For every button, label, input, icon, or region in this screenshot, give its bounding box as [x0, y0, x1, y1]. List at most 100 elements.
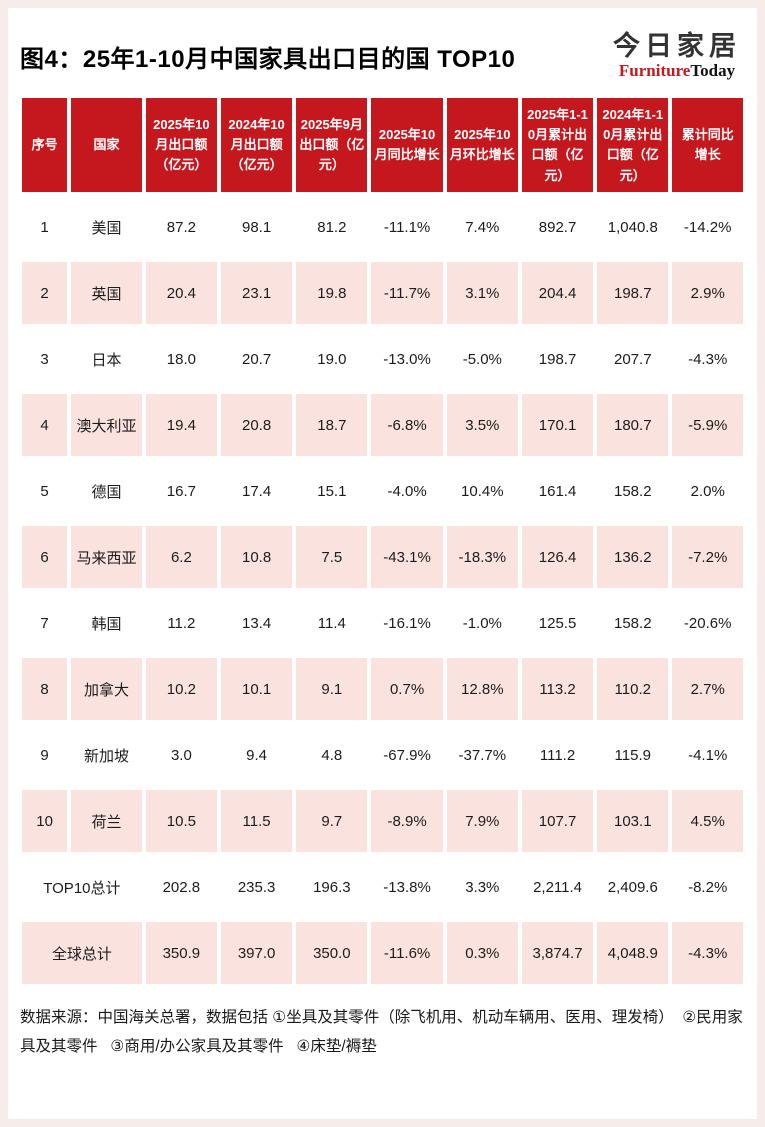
rank-cell: 5 [22, 460, 68, 523]
rank-cell: 8 [22, 658, 68, 721]
rank-cell: 7 [22, 592, 68, 655]
value-cell: 115.9 [597, 724, 669, 787]
value-cell: 2.9% [672, 262, 743, 325]
value-cell: 20.4 [145, 262, 217, 325]
value-cell: 198.7 [597, 262, 669, 325]
value-cell: -4.3% [672, 922, 743, 985]
total-row: 全球总计 350.9 397.0 350.0 -11.6% 0.3% 3,874.7 4,04… [22, 922, 743, 985]
country-cell: 加拿大 [71, 658, 142, 721]
logo-furniture-text: Furniture [618, 60, 691, 80]
value-cell: 11.5 [220, 790, 293, 853]
table-row: 7 韩国 11.2 13.4 11.4 -16.1% -1.0% 125.5 158.2 -20.… [22, 592, 743, 655]
rank-cell: 4 [22, 394, 68, 457]
value-cell: 9.4 [220, 724, 293, 787]
value-cell: 204.4 [521, 262, 594, 325]
value-cell: 19.0 [296, 328, 368, 391]
country-cell: 马来西亚 [71, 526, 142, 589]
value-cell: 15.1 [296, 460, 368, 523]
table-row: 2 英国 20.4 23.1 19.8 -11.7% 3.1% 204.4 198.7 2.9% [22, 262, 743, 325]
country-cell: 日本 [71, 328, 142, 391]
header-cell-5: 2025年10月同比增长 [371, 98, 443, 193]
value-cell: 4,048.9 [597, 922, 669, 985]
value-cell: 125.5 [521, 592, 594, 655]
table-body: 1 美国 87.2 98.1 81.2 -11.1% 7.4% 892.7 1,040.8 -14… [22, 196, 743, 985]
value-cell: 10.4% [446, 460, 518, 523]
value-cell: 158.2 [597, 592, 669, 655]
table-row: 9 新加坡 3.0 9.4 4.8 -67.9% -37.7% 111.2 115.9 -4.1% [22, 724, 743, 787]
rank-cell: 6 [22, 526, 68, 589]
country-cell: 英国 [71, 262, 142, 325]
value-cell: 110.2 [597, 658, 669, 721]
total-row: TOP10总计 202.8 235.3 196.3 -13.8% 3.3% 2,211.4 2… [22, 856, 743, 919]
value-cell: -6.8% [371, 394, 443, 457]
page-title: 图4：25年1-10月中国家具出口目的国 TOP10 [20, 45, 516, 73]
value-cell: 2.0% [672, 460, 743, 523]
value-cell: -8.2% [672, 856, 743, 919]
country-cell: 德国 [71, 460, 142, 523]
value-cell: 2,211.4 [521, 856, 594, 919]
value-cell: -67.9% [371, 724, 443, 787]
table-header: 序号 国家 2025年10月出口额（亿元） 2024年10月出口额（亿元） 2025年9… [22, 98, 743, 193]
value-cell: -14.2% [672, 196, 743, 259]
value-cell: 3.1% [446, 262, 518, 325]
value-cell: 235.3 [220, 856, 293, 919]
value-cell: 0.3% [446, 922, 518, 985]
value-cell: 126.4 [521, 526, 594, 589]
value-cell: -8.9% [371, 790, 443, 853]
total-label-cell: 全球总计 [22, 922, 142, 985]
value-cell: -5.0% [446, 328, 518, 391]
logo-today-text: Today [690, 60, 736, 80]
value-cell: -13.0% [371, 328, 443, 391]
logo-english-name: FurnitureToday [613, 60, 741, 81]
value-cell: 81.2 [296, 196, 368, 259]
value-cell: 111.2 [521, 724, 594, 787]
value-cell: 9.1 [296, 658, 368, 721]
value-cell: 3,874.7 [521, 922, 594, 985]
value-cell: 98.1 [220, 196, 293, 259]
table-row: 10 荷兰 10.5 11.5 9.7 -8.9% 7.9% 107.7 103.1 4.5% [22, 790, 743, 853]
value-cell: -37.7% [446, 724, 518, 787]
value-cell: 207.7 [597, 328, 669, 391]
value-cell: 19.4 [145, 394, 217, 457]
value-cell: 4.8 [296, 724, 368, 787]
value-cell: -5.9% [672, 394, 743, 457]
value-cell: -4.1% [672, 724, 743, 787]
table-row: 3 日本 18.0 20.7 19.0 -13.0% -5.0% 198.7 207.7 -4.3… [22, 328, 743, 391]
value-cell: 2,409.6 [597, 856, 669, 919]
value-cell: 7.4% [446, 196, 518, 259]
value-cell: 7.9% [446, 790, 518, 853]
value-cell: 9.7 [296, 790, 368, 853]
value-cell: 11.2 [145, 592, 217, 655]
value-cell: 20.7 [220, 328, 293, 391]
value-cell: -11.1% [371, 196, 443, 259]
header-cell-3: 2024年10月出口额（亿元） [220, 98, 293, 193]
value-cell: -43.1% [371, 526, 443, 589]
value-cell: 113.2 [521, 658, 594, 721]
value-cell: -18.3% [446, 526, 518, 589]
value-cell: -4.3% [672, 328, 743, 391]
table-row: 6 马来西亚 6.2 10.8 7.5 -43.1% -18.3% 126.4 136.2 -7.… [22, 526, 743, 589]
value-cell: 892.7 [521, 196, 594, 259]
furniture-today-logo: 今日家居 FurnitureToday [613, 31, 745, 81]
value-cell: 350.9 [145, 922, 217, 985]
value-cell: 103.1 [597, 790, 669, 853]
header-cell-6: 2025年10月环比增长 [446, 98, 518, 193]
value-cell: 20.8 [220, 394, 293, 457]
value-cell: 350.0 [296, 922, 368, 985]
table-row: 5 德国 16.7 17.4 15.1 -4.0% 10.4% 161.4 158.2 2.0% [22, 460, 743, 523]
header-row: 序号 国家 2025年10月出口额（亿元） 2024年10月出口额（亿元） 2025年9… [22, 98, 743, 193]
value-cell: 16.7 [145, 460, 217, 523]
value-cell: 3.5% [446, 394, 518, 457]
rank-cell: 10 [22, 790, 68, 853]
header-cell-2: 2025年10月出口额（亿元） [145, 98, 217, 193]
value-cell: 180.7 [597, 394, 669, 457]
value-cell: 161.4 [521, 460, 594, 523]
rank-cell: 9 [22, 724, 68, 787]
value-cell: 6.2 [145, 526, 217, 589]
total-label-cell: TOP10总计 [22, 856, 142, 919]
title-bar: 图4：25年1-10月中国家具出口目的国 TOP10 今日家居 Furnitur… [18, 8, 747, 94]
header-cell-4: 2025年9月出口额（亿元） [296, 98, 368, 193]
header-cell-0: 序号 [22, 98, 68, 193]
country-cell: 韩国 [71, 592, 142, 655]
value-cell: 3.0 [145, 724, 217, 787]
